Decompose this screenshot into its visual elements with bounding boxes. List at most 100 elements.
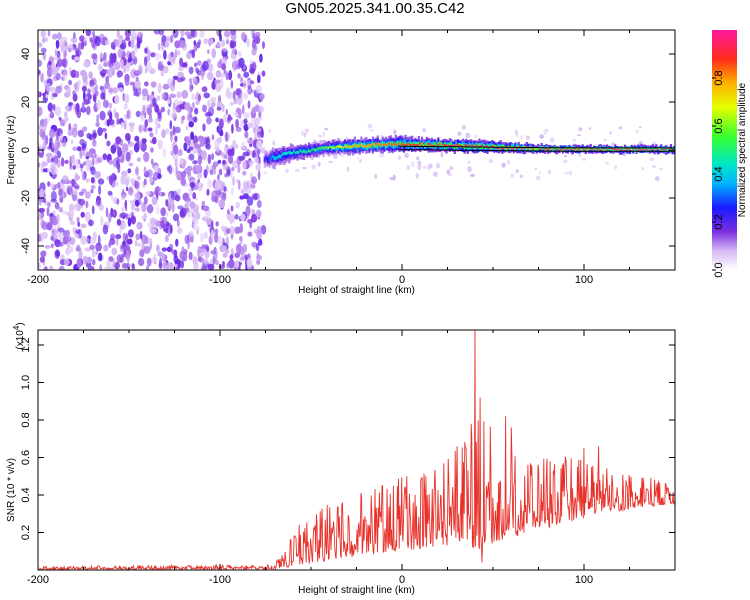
signal-cell bbox=[304, 150, 307, 154]
noise-speck bbox=[116, 218, 122, 226]
noise-speck bbox=[206, 71, 214, 81]
noise-speck bbox=[211, 153, 215, 161]
signal-cell bbox=[416, 144, 419, 147]
signal-cell bbox=[314, 148, 317, 152]
noise-speck bbox=[77, 221, 81, 227]
noise-speck bbox=[46, 157, 51, 163]
noise-speck bbox=[134, 167, 139, 175]
noise-speck bbox=[85, 165, 90, 172]
noise-speck bbox=[150, 228, 157, 233]
noise-speck bbox=[184, 31, 191, 36]
noise-speck bbox=[76, 146, 82, 152]
quiet-speck bbox=[501, 162, 506, 168]
spectrogram-xlabel: Height of straight line (km) bbox=[298, 285, 415, 296]
noise-speck bbox=[122, 222, 126, 230]
noise-speck bbox=[95, 122, 100, 127]
quiet-speck bbox=[461, 126, 466, 130]
noise-speck bbox=[80, 211, 85, 218]
signal-cell bbox=[294, 151, 297, 155]
quiet-speck bbox=[564, 155, 568, 158]
quiet-speck bbox=[263, 171, 268, 174]
signal-cell bbox=[427, 142, 430, 146]
noise-speck bbox=[184, 102, 191, 111]
signal-cell bbox=[280, 154, 283, 159]
noise-speck bbox=[157, 82, 162, 94]
signal-cell bbox=[393, 143, 396, 148]
noise-speck bbox=[128, 162, 134, 167]
signal-cell bbox=[610, 148, 614, 150]
noise-speck bbox=[77, 129, 84, 138]
noise-speck bbox=[56, 52, 61, 59]
signal-cell bbox=[574, 148, 578, 150]
noise-speck bbox=[199, 30, 205, 38]
noise-speck bbox=[207, 263, 215, 270]
spectrogram-xtick-label: -200 bbox=[27, 274, 49, 286]
noise-speck bbox=[162, 223, 167, 232]
noise-speck bbox=[204, 250, 210, 259]
noise-speck bbox=[47, 102, 53, 112]
quiet-speck bbox=[301, 130, 304, 136]
noise-speck bbox=[47, 168, 53, 173]
noise-speck bbox=[92, 95, 96, 102]
noise-speck bbox=[257, 116, 263, 121]
noise-speck bbox=[123, 248, 127, 256]
noise-speck bbox=[192, 116, 197, 123]
noise-speck bbox=[124, 73, 130, 82]
signal-cell bbox=[391, 143, 394, 146]
noise-speck bbox=[210, 229, 214, 240]
signal-cell bbox=[625, 148, 628, 150]
signal-cell bbox=[406, 143, 409, 146]
noise-speck bbox=[115, 181, 119, 187]
noise-speck bbox=[225, 236, 229, 246]
signal-cell bbox=[660, 147, 663, 150]
noise-speck bbox=[141, 202, 147, 213]
noise-speck bbox=[214, 233, 219, 243]
signal-cell bbox=[661, 148, 664, 150]
noise-speck bbox=[82, 79, 89, 87]
signal-cell bbox=[275, 156, 278, 161]
noise-speck bbox=[95, 200, 102, 207]
noise-speck bbox=[169, 224, 173, 234]
noise-speck bbox=[103, 61, 108, 67]
noise-speck bbox=[176, 219, 180, 227]
quiet-speck bbox=[346, 166, 350, 173]
noise-speck bbox=[210, 96, 217, 103]
signal-cell bbox=[570, 148, 573, 152]
noise-speck bbox=[252, 32, 256, 43]
noise-speck bbox=[193, 225, 200, 232]
noise-speck bbox=[126, 186, 129, 192]
noise-speck bbox=[44, 244, 51, 249]
signal-cell bbox=[673, 146, 675, 151]
quiet-speck bbox=[422, 165, 427, 169]
signal-cell bbox=[445, 144, 448, 147]
quiet-speck bbox=[467, 160, 471, 164]
quiet-speck bbox=[272, 140, 275, 146]
signal-cell bbox=[453, 145, 456, 147]
noise-speck bbox=[134, 192, 141, 200]
noise-speck bbox=[197, 145, 201, 154]
noise-speck bbox=[157, 112, 162, 122]
signal-cell bbox=[524, 146, 527, 152]
noise-speck bbox=[42, 162, 48, 167]
noise-speck bbox=[95, 250, 99, 256]
noise-speck bbox=[144, 235, 149, 245]
signal-cell bbox=[525, 148, 528, 151]
signal-cell bbox=[401, 142, 404, 148]
quiet-speck bbox=[393, 129, 397, 135]
noise-speck bbox=[128, 40, 132, 47]
noise-speck bbox=[51, 61, 56, 69]
noise-speck bbox=[176, 188, 182, 194]
signal-cell bbox=[653, 147, 656, 151]
noise-speck bbox=[126, 255, 130, 263]
noise-speck bbox=[76, 216, 80, 223]
quiet-speck bbox=[602, 138, 608, 142]
noise-speck bbox=[210, 101, 216, 108]
signal-cell bbox=[440, 142, 443, 147]
noise-speck bbox=[70, 37, 78, 44]
signal-cell bbox=[637, 148, 640, 151]
noise-speck bbox=[50, 190, 57, 202]
noise-speck bbox=[136, 157, 142, 162]
noise-speck bbox=[234, 112, 238, 117]
signal-cell bbox=[545, 148, 548, 150]
snr-ytick-label: 0.2 bbox=[20, 525, 32, 540]
